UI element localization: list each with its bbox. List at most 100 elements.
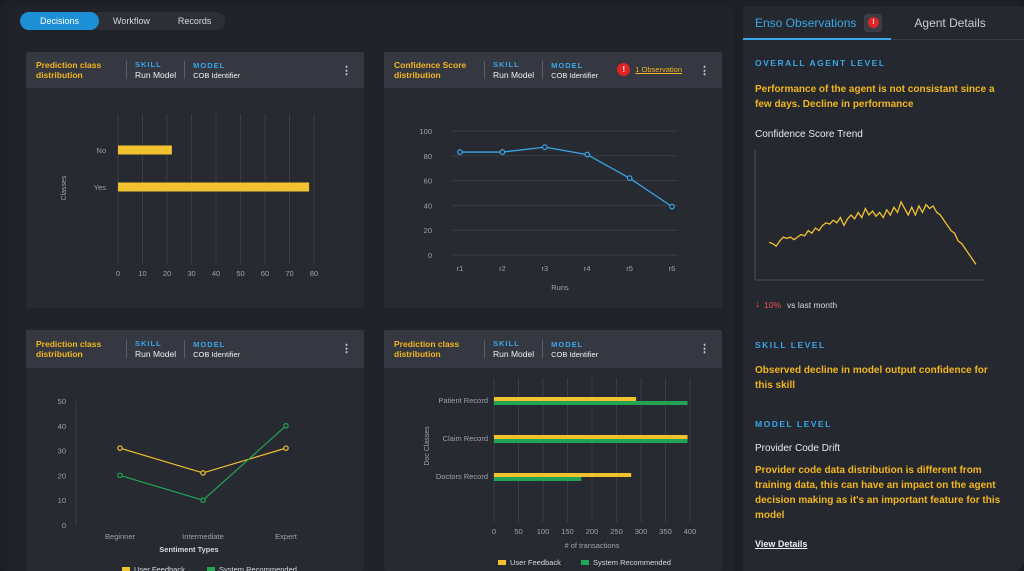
- x-tick-label: 80: [310, 269, 318, 278]
- overall-level-title: OVERALL AGENT LEVEL: [755, 58, 886, 68]
- model-value: COB Identifier: [193, 70, 241, 80]
- more-options-icon[interactable]: ⋮: [699, 343, 710, 355]
- x-tick-label: 60: [261, 269, 269, 278]
- skill-meta: SKILL Run Model: [493, 339, 534, 359]
- data-point: [283, 445, 289, 451]
- x-tick-label: 250: [610, 527, 623, 536]
- more-options-icon[interactable]: ⋮: [699, 65, 710, 77]
- x-tick-label: 100: [537, 527, 550, 536]
- card-title: Prediction class distribution: [394, 339, 460, 359]
- tab-workflow[interactable]: Workflow: [113, 16, 150, 26]
- trend-delta: ↓ 10% vs last month: [755, 299, 837, 310]
- skill-level-text: Observed decline in model output confide…: [755, 365, 988, 391]
- legend-swatch: [581, 560, 589, 565]
- y-tick-label: 80: [424, 152, 432, 161]
- model-level-title: MODEL LEVEL: [755, 419, 832, 429]
- card-title: Prediction class distribution: [36, 339, 102, 359]
- series-line: [460, 146, 673, 208]
- model-label: MODEL: [193, 60, 226, 70]
- tab-agent-details[interactable]: Agent Details: [914, 15, 986, 30]
- main-panel: Decisions Workflow Records Prediction cl…: [8, 6, 734, 571]
- x-tick-label: 30: [187, 269, 195, 278]
- data-point: [117, 472, 123, 479]
- legend-swatch: [122, 567, 130, 571]
- tab-records[interactable]: Records: [177, 16, 212, 26]
- tab-enso-observations[interactable]: Enso Observations: [755, 15, 857, 30]
- x-tick-label: 400: [684, 527, 697, 536]
- x-tick-label: Intermediate: [182, 532, 224, 541]
- y-tick-label: 30: [58, 447, 66, 456]
- skill-label: SKILL: [493, 60, 520, 69]
- x-tick-label: r1: [457, 264, 464, 273]
- view-tabs: Decisions Workflow Records: [20, 12, 226, 30]
- y-tick-label: 20: [424, 226, 432, 235]
- chart-doc-classes: 0 50 100 150 200 250 300 350 400 Patient Record Cl…: [424, 378, 697, 567]
- confidence-trend-chart: [754, 150, 983, 281]
- model-label: MODEL: [551, 60, 584, 70]
- model-level-subtitle: Provider Code Drift: [755, 443, 841, 454]
- y-tick-label: No: [96, 146, 106, 155]
- data-point: [457, 149, 463, 155]
- card-header: Confidence Score distribution SKILL Run …: [384, 52, 722, 88]
- divider: [184, 61, 186, 79]
- x-tick-label: 200: [586, 527, 599, 536]
- tab-decisions[interactable]: Decisions: [20, 12, 100, 30]
- bar-patient-record: [494, 401, 688, 405]
- card-confidence-score: Confidence Score distribution SKILL Run …: [384, 52, 722, 308]
- x-tick-label: 0: [116, 269, 120, 278]
- divider: [184, 340, 186, 358]
- skill-meta: SKILL Run Model: [135, 339, 176, 359]
- card-header: Prediction class distribution SKILL Run …: [26, 52, 364, 88]
- y-tick-label: 100: [419, 127, 432, 136]
- x-tick-label: 70: [285, 269, 293, 278]
- x-tick-label: 10: [138, 269, 146, 278]
- data-point: [200, 497, 206, 504]
- y-tick-label: 60: [424, 177, 432, 186]
- more-options-icon[interactable]: ⋮: [341, 65, 352, 77]
- card-sentiment: Prediction class distribution SKILL Run …: [26, 330, 364, 571]
- x-tick-label: 50: [236, 269, 244, 278]
- arrow-down-icon: ↓: [755, 299, 760, 310]
- legend-label: User Feedback: [510, 558, 561, 567]
- series-line-user-feedback: [119, 447, 287, 474]
- skill-meta: SKILL Run Model: [135, 60, 176, 80]
- y-tick-label: 40: [424, 201, 432, 210]
- data-point: [117, 445, 123, 451]
- view-details-link[interactable]: View Details: [755, 539, 808, 549]
- y-tick-label: 40: [58, 422, 66, 431]
- card-header: Prediction class distribution SKILL Run …: [384, 330, 722, 368]
- data-point: [626, 175, 633, 182]
- observation-link[interactable]: ! 1 Observation: [617, 63, 682, 76]
- x-tick-label: 350: [659, 527, 672, 536]
- card-title: Prediction class distribution: [36, 60, 102, 80]
- x-tick-label: r3: [541, 264, 548, 273]
- skill-label: SKILL: [135, 339, 162, 348]
- more-options-icon[interactable]: ⋮: [341, 343, 352, 355]
- x-tick-label: 150: [561, 527, 574, 536]
- divider: [126, 340, 127, 358]
- observation-count: 1 Observation: [635, 65, 682, 74]
- skill-meta: SKILL Run Model: [493, 60, 534, 80]
- side-tabs: Enso Observations ! Agent Details: [743, 6, 1024, 40]
- model-value: COB Identifier: [193, 349, 241, 359]
- bar-yes: [118, 182, 310, 192]
- divider: [484, 61, 485, 79]
- x-tick-label: 50: [514, 527, 522, 536]
- delta-label: vs last month: [787, 299, 838, 310]
- model-meta: MODEL COB Identifier: [551, 61, 598, 80]
- y-tick-label: Patient Record: [438, 396, 488, 405]
- model-meta: MODEL COB Identifier: [193, 340, 240, 359]
- model-value: COB Identifier: [551, 70, 599, 80]
- x-tick-label: r4: [584, 264, 591, 273]
- skill-value: Run Model: [493, 349, 535, 359]
- legend-swatch: [207, 567, 215, 571]
- x-tick-label: r2: [499, 264, 506, 273]
- chart-sentiment-types: 0 10 20 30 40 50 Beginner Intermediate Expert Sen…: [58, 397, 298, 571]
- bar-doctors-record: [494, 477, 582, 481]
- alert-badge[interactable]: !: [864, 13, 883, 32]
- x-axis-label: Sentiment Types: [159, 545, 218, 554]
- x-tick-label: 20: [163, 269, 171, 278]
- legend-swatch: [498, 560, 506, 565]
- legend-label: System Recommended: [219, 565, 297, 571]
